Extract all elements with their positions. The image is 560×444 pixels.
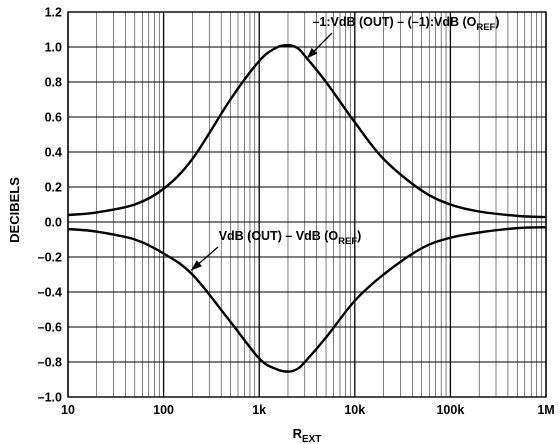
y-tick-label: –0.8 <box>38 356 62 370</box>
y-tick-labels: 1.2 1.0 0.8 0.6 0.4 0.2 0.0 –0.2 –0.4 –0.6 –0.8 –1.… <box>38 6 62 405</box>
y-tick-label: 1.0 <box>45 41 62 55</box>
x-tick-label: 100k <box>436 403 464 417</box>
y-tick-label: –0.2 <box>38 251 62 265</box>
x-tick-label: 100 <box>153 403 174 417</box>
x-tick-label: 10 <box>61 403 75 417</box>
plot-frame <box>67 11 547 398</box>
x-tick-label: 1k <box>252 403 266 417</box>
y-tick-label: –1.0 <box>38 391 62 405</box>
series-layer <box>67 44 547 373</box>
y-tick-label: 0.0 <box>45 216 62 230</box>
x-tick-label: 10k <box>344 403 365 417</box>
y-tick-label: 0.6 <box>45 111 62 125</box>
upper-curve-annotation-text: –1:VdB (OUT) – (–1):VdB (OREF) <box>312 15 499 33</box>
grid <box>67 11 547 398</box>
y-tick-label: 0.2 <box>45 181 62 195</box>
x-tick-labels: 10 100 1k 10k 100k 1M <box>61 403 555 417</box>
y-tick-label: 1.2 <box>45 6 62 20</box>
series-line-upper <box>67 44 547 219</box>
lower-curve-annotation-text: VdB (OUT) – VdB (OREF) <box>219 229 362 247</box>
x-tick-label: 1M <box>537 403 554 417</box>
upper-curve-annotation-arrowhead <box>306 47 318 59</box>
series-line-lower <box>67 226 547 373</box>
lower-curve-annotation-arrowhead <box>191 260 202 271</box>
annotation-layer: –1:VdB (OUT) – (–1):VdB (OREF) VdB (OUT) … <box>190 15 500 271</box>
y-axis-label: DECIBELS <box>7 177 22 243</box>
x-axis-label: REXT <box>293 426 322 444</box>
y-tick-label: –0.6 <box>38 321 62 335</box>
y-tick-label: 0.4 <box>45 146 62 160</box>
y-tick-label: –0.4 <box>38 286 62 300</box>
y-tick-label: 0.8 <box>45 76 62 90</box>
